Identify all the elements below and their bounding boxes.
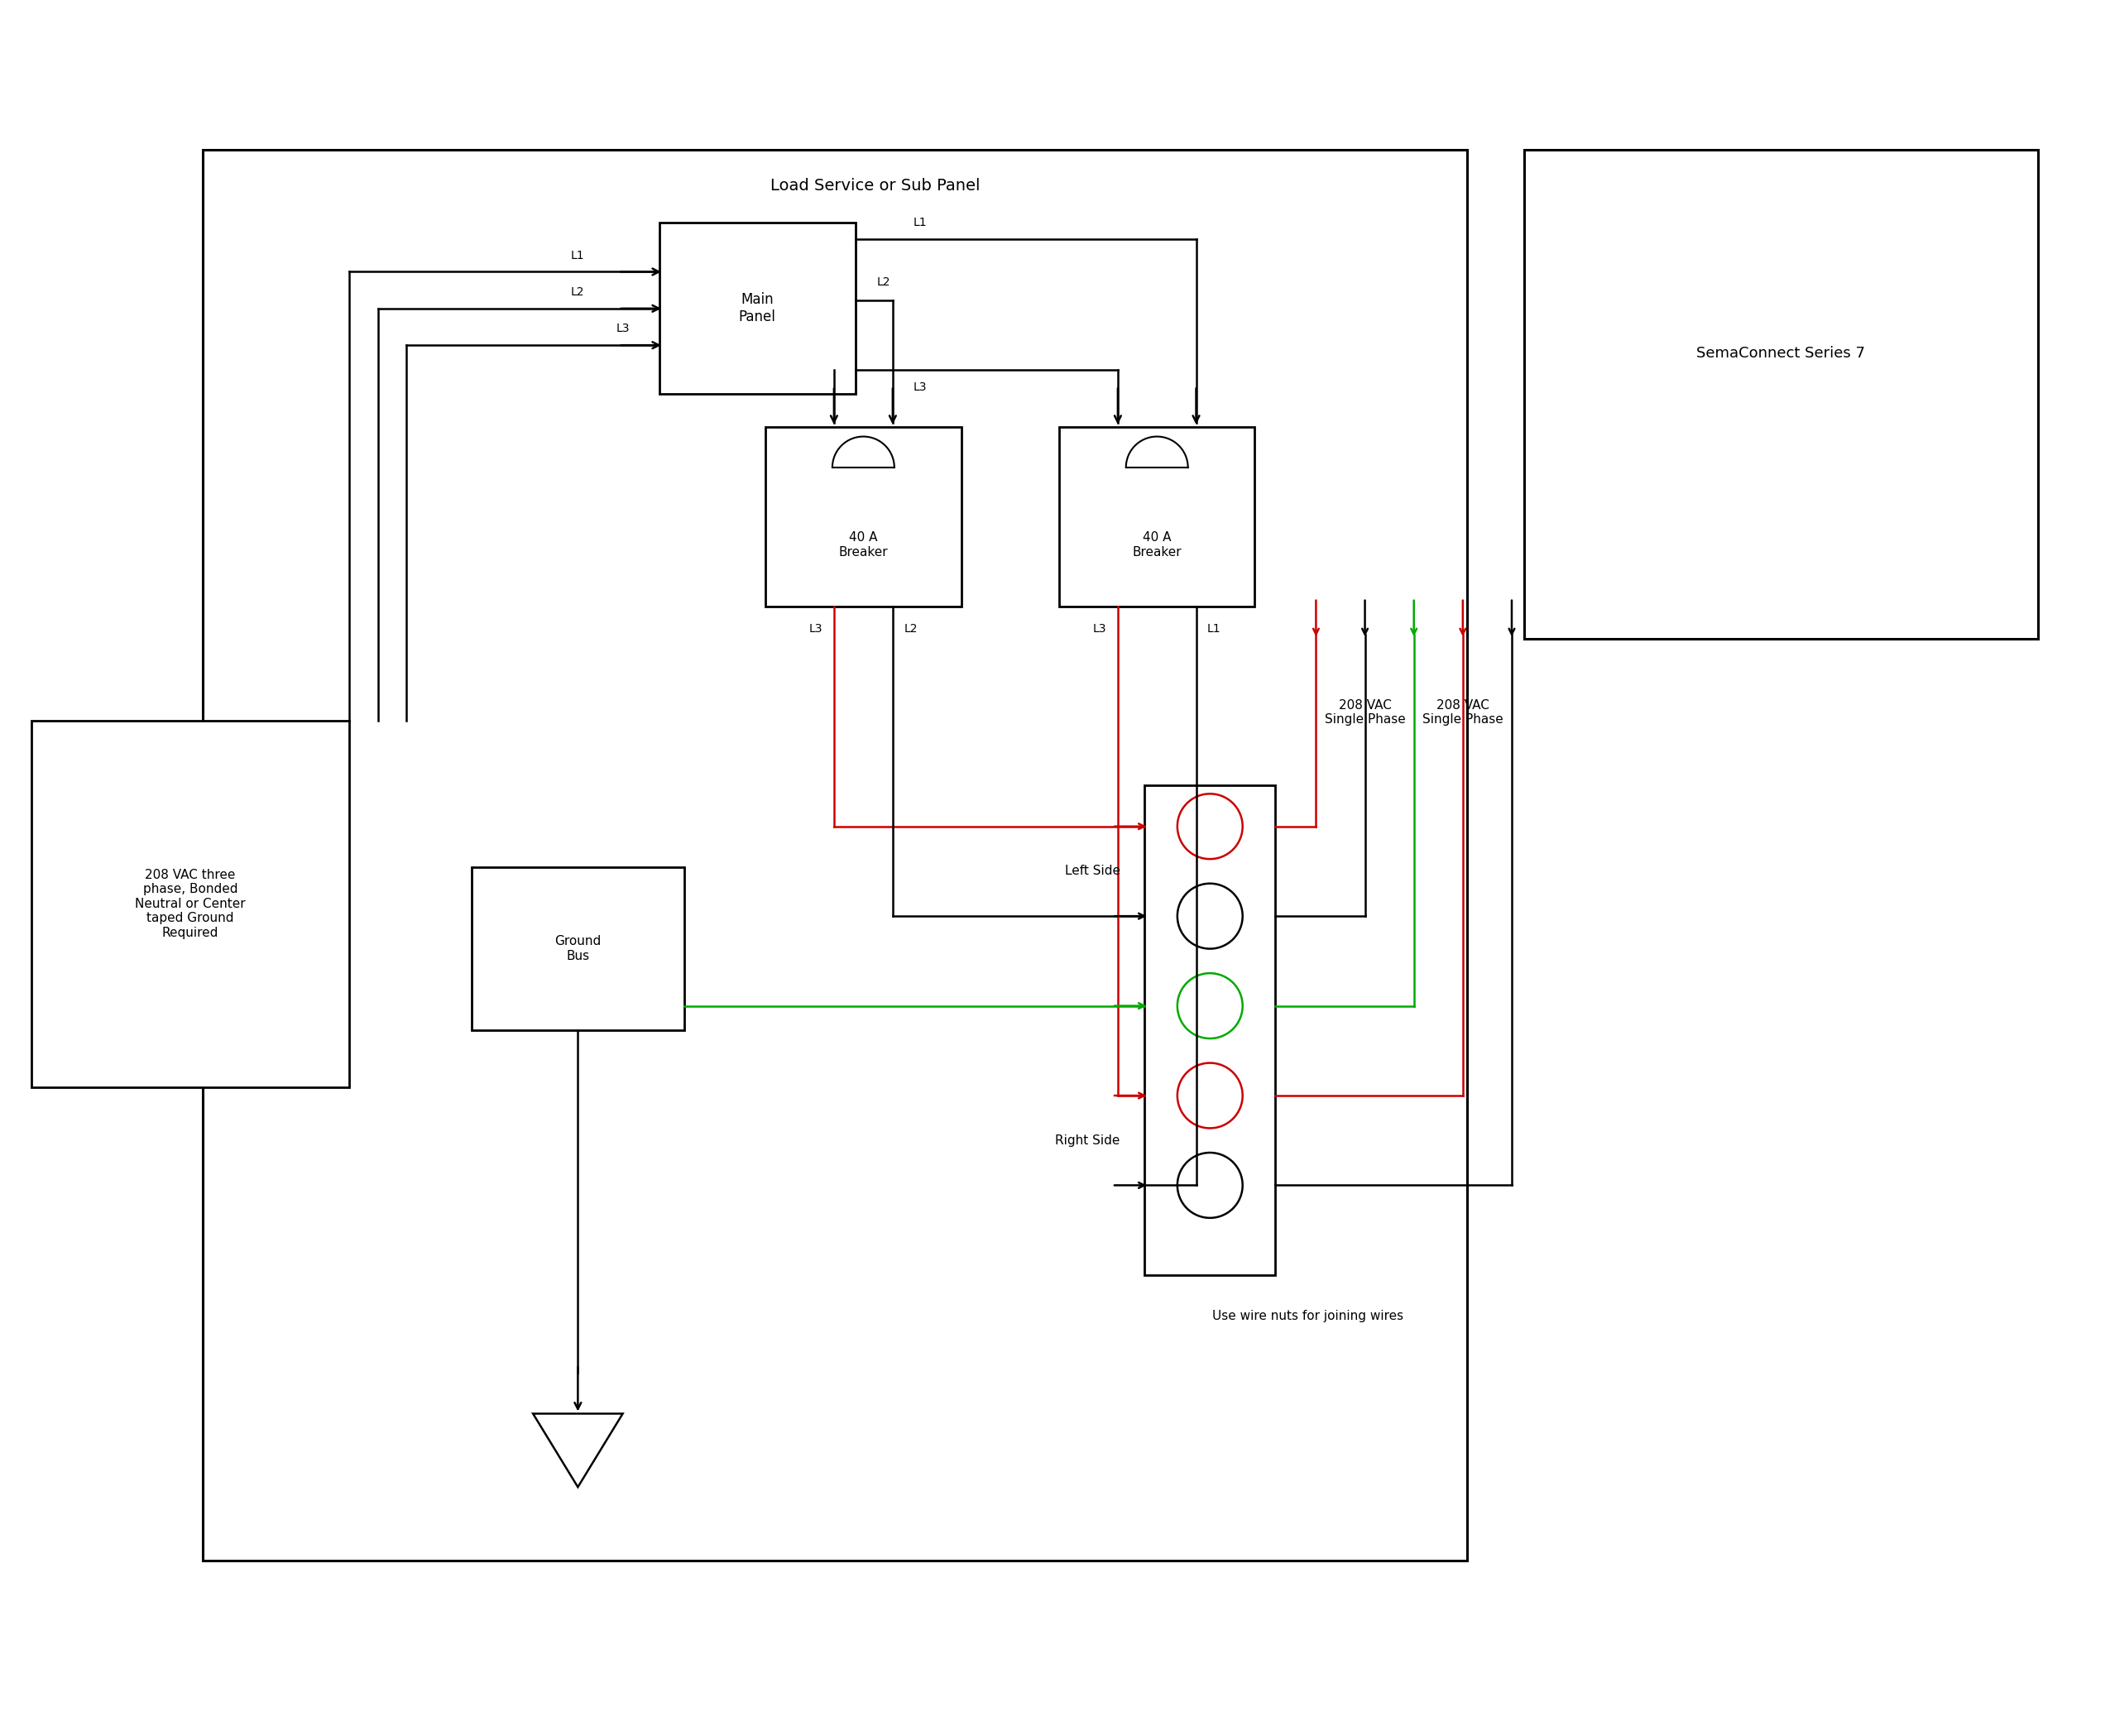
Text: 208 VAC
Single Phase: 208 VAC Single Phase <box>1325 700 1405 726</box>
Text: 208 VAC three
phase, Bonded
Neutral or Center
taped Ground
Required: 208 VAC three phase, Bonded Neutral or C… <box>135 870 245 939</box>
Text: L2: L2 <box>572 286 584 299</box>
Text: 40 A
Breaker: 40 A Breaker <box>838 531 888 559</box>
Bar <box>32 720 350 1087</box>
Text: L1: L1 <box>572 250 584 260</box>
Text: L3: L3 <box>810 623 823 635</box>
Bar <box>1146 786 1274 1274</box>
Text: Right Side: Right Side <box>1055 1134 1120 1146</box>
Text: 40 A
Breaker: 40 A Breaker <box>1133 531 1182 559</box>
Circle shape <box>1177 884 1243 950</box>
Text: Ground
Bus: Ground Bus <box>555 936 601 962</box>
Bar <box>203 149 1466 1561</box>
Text: Use wire nuts for joining wires: Use wire nuts for joining wires <box>1213 1309 1403 1323</box>
Text: L2: L2 <box>878 276 890 288</box>
Circle shape <box>1177 1062 1243 1128</box>
Text: Load Service or Sub Panel: Load Service or Sub Panel <box>770 179 981 194</box>
Text: L1: L1 <box>1207 623 1222 635</box>
Circle shape <box>1177 974 1243 1038</box>
Text: L3: L3 <box>616 323 629 335</box>
Bar <box>766 427 962 606</box>
Circle shape <box>1177 1153 1243 1219</box>
Text: L1: L1 <box>914 217 926 229</box>
Text: L3: L3 <box>1093 623 1106 635</box>
Bar <box>473 868 684 1029</box>
Text: L2: L2 <box>903 623 918 635</box>
Text: SemaConnect Series 7: SemaConnect Series 7 <box>1696 345 1865 361</box>
Bar <box>660 222 855 394</box>
Text: Main
Panel: Main Panel <box>738 292 776 325</box>
Polygon shape <box>534 1413 622 1488</box>
Text: 208 VAC
Single Phase: 208 VAC Single Phase <box>1422 700 1502 726</box>
Text: L3: L3 <box>914 382 926 394</box>
Text: Left Side: Left Side <box>1066 865 1120 877</box>
Circle shape <box>1177 793 1243 859</box>
Bar <box>1523 149 2038 639</box>
Bar <box>1059 427 1255 606</box>
